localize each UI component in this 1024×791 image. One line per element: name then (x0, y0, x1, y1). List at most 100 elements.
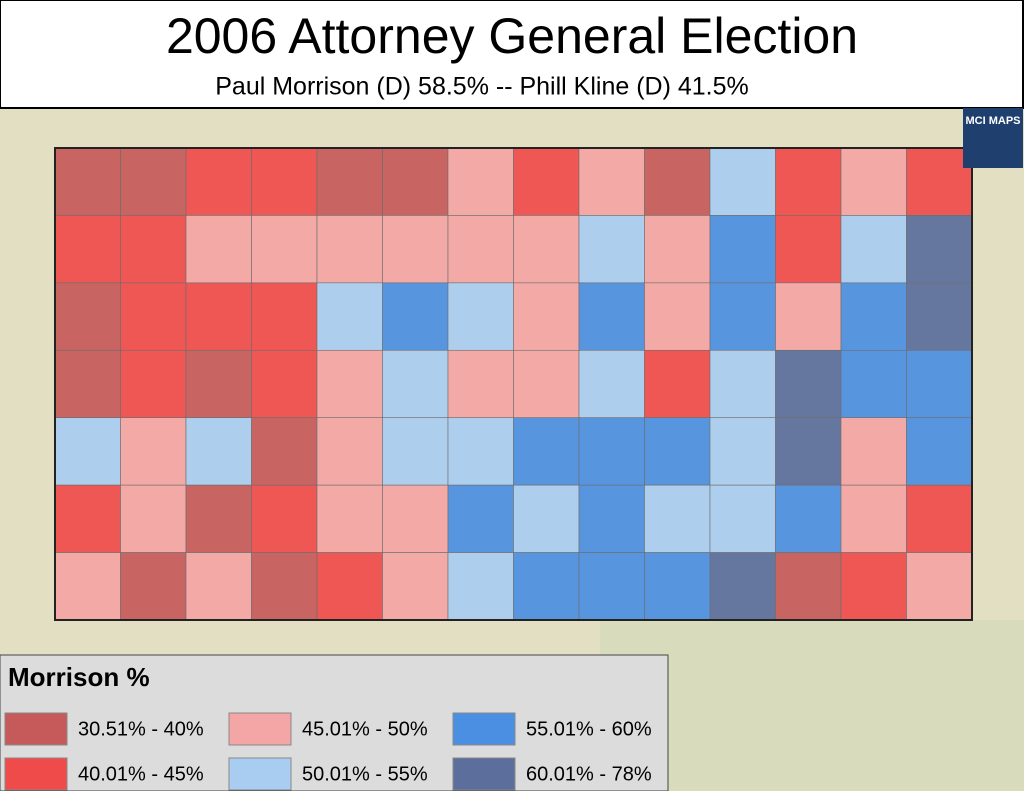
county (709, 552, 776, 621)
county (775, 147, 842, 216)
county (840, 215, 907, 284)
county (185, 484, 252, 553)
county (578, 484, 645, 553)
county (644, 484, 711, 553)
county (120, 215, 187, 284)
county (775, 349, 842, 419)
county (251, 484, 318, 553)
county (54, 552, 121, 621)
county (316, 215, 383, 284)
county (513, 484, 580, 553)
county (644, 147, 711, 216)
legend-label: 45.01% - 50% (302, 718, 428, 740)
county (54, 215, 121, 284)
legend-label: 60.01% - 78% (526, 763, 652, 785)
county (120, 417, 187, 486)
county (840, 282, 907, 351)
county (578, 349, 645, 419)
county (644, 349, 711, 419)
county (447, 147, 514, 216)
county (513, 417, 580, 486)
county (382, 215, 449, 284)
county (906, 282, 973, 351)
county (185, 147, 252, 216)
state-outline (54, 147, 973, 621)
county (447, 349, 514, 419)
county (840, 552, 907, 621)
county (316, 484, 383, 553)
county (447, 282, 514, 351)
county (513, 282, 580, 351)
legend-label: 55.01% - 60% (526, 718, 652, 740)
county (382, 484, 449, 553)
county (382, 282, 449, 351)
county (316, 147, 383, 216)
county (185, 215, 252, 284)
counties (54, 147, 973, 621)
county (513, 349, 580, 419)
county (775, 552, 842, 621)
county (316, 552, 383, 621)
county (120, 552, 187, 621)
legend-swatch (452, 757, 516, 791)
county (382, 552, 449, 621)
county (578, 147, 645, 216)
county (775, 282, 842, 351)
county (120, 349, 187, 419)
county (906, 484, 973, 553)
title: 2006 Attorney General Election (166, 8, 858, 64)
county (185, 282, 252, 351)
legend-title: Morrison % (8, 662, 150, 692)
legend-label: 40.01% - 45% (78, 763, 204, 785)
county (513, 215, 580, 284)
title-box (0, 0, 1024, 109)
county (251, 282, 318, 351)
legend-box (0, 654, 669, 791)
county (54, 484, 121, 553)
county (251, 349, 318, 419)
county (644, 552, 711, 621)
county (382, 349, 449, 419)
county (185, 349, 252, 419)
county (185, 417, 252, 486)
county (578, 215, 645, 284)
county (54, 349, 121, 419)
county (840, 147, 907, 216)
county (54, 147, 121, 216)
county (906, 349, 973, 419)
county (709, 349, 776, 419)
county (513, 147, 580, 216)
county (54, 417, 121, 486)
county (447, 417, 514, 486)
county (316, 349, 383, 419)
county (644, 282, 711, 351)
county (775, 417, 842, 486)
county (709, 282, 776, 351)
logo-box (963, 108, 1023, 168)
county (316, 417, 383, 486)
county (513, 552, 580, 621)
county (447, 215, 514, 284)
county (775, 484, 842, 553)
county (906, 147, 973, 216)
county (382, 147, 449, 216)
legend-swatch (452, 712, 516, 746)
legend-label: 30.51% - 40% (78, 718, 204, 740)
county (251, 552, 318, 621)
county (709, 417, 776, 486)
county (644, 417, 711, 486)
county (447, 552, 514, 621)
county (578, 417, 645, 486)
basemap-south (600, 620, 1024, 791)
county (906, 552, 973, 621)
county (709, 484, 776, 553)
county (840, 349, 907, 419)
county (709, 215, 776, 284)
legend-swatch (228, 757, 292, 791)
county (840, 484, 907, 553)
county (185, 552, 252, 621)
legend-label: 50.01% - 55% (302, 763, 428, 785)
county (120, 282, 187, 351)
county (251, 147, 318, 216)
